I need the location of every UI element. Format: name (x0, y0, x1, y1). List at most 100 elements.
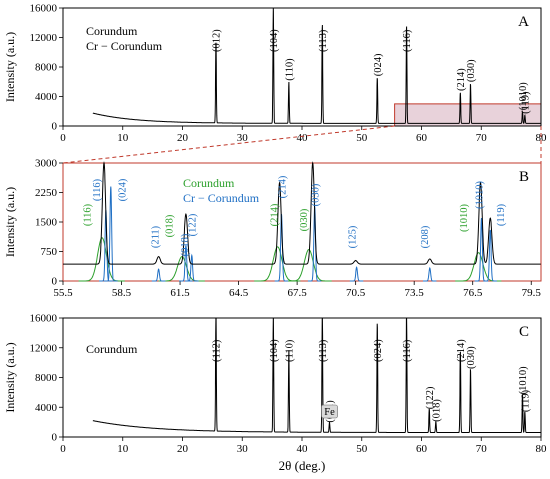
peak-label: (018) (431, 399, 442, 422)
cr-corundum-component (474, 218, 489, 282)
cr-corundum-peak-label: (122) (188, 213, 199, 236)
x-tick-label: 20 (177, 132, 189, 144)
x-tick-label: 70 (476, 443, 488, 455)
x-tick-label: 70 (476, 132, 488, 144)
peak-label: (113) (318, 29, 329, 52)
panel-letter: C (519, 324, 529, 340)
x-tick-label: 64.5 (229, 287, 249, 299)
peak-label: (104) (269, 29, 280, 52)
peak-label: (116) (402, 29, 413, 52)
peak-label: (110) (284, 58, 295, 81)
peak-label: (104) (269, 339, 280, 362)
y-tick-label: 0 (52, 121, 58, 133)
y-tick-label: 8000 (35, 372, 58, 384)
x-tick-label: 67.5 (287, 287, 307, 299)
corundum-peak-label: (214) (270, 203, 281, 226)
peak-label: (116) (402, 339, 413, 362)
y-tick-label: 2250 (35, 187, 58, 199)
cr-corundum-component (151, 268, 166, 282)
x-tick-label: 40 (297, 132, 309, 144)
cr-corundum-component (184, 253, 199, 282)
panel-a: 0 4000 8000 12000 16000 0 10 20 30 40 50 60 70 80 Inte… (3, 3, 547, 145)
x-tick-label: 80 (536, 132, 548, 144)
zoom-connectors (62, 125, 542, 164)
cr-corundum-peak-label: (030) (311, 183, 322, 206)
measured-trace (63, 161, 541, 265)
y-tick-label: 1500 (35, 217, 58, 229)
plot-frame (62, 317, 542, 438)
x-tick-label: 20 (177, 443, 189, 455)
legend-entry: Corundum (86, 24, 138, 38)
peak-label: (1010) (518, 366, 529, 394)
y-axis-label: Intensity (a.u.) (3, 342, 17, 412)
y-axis-label: Intensity (a.u.) (3, 32, 17, 102)
peak-label: (119) (520, 389, 531, 412)
x-tick-label: 58.5 (112, 287, 132, 299)
y-tick-label: 750 (41, 246, 58, 258)
y-tick-label: 0 (52, 432, 58, 444)
impurity-label: Fe (324, 407, 335, 418)
cr-corundum-peak-label: (208) (420, 225, 431, 248)
x-tick-label: 70.5 (346, 287, 366, 299)
cr-corundum-component (483, 229, 497, 282)
x-tick-label: 30 (237, 443, 249, 455)
impurity-badge (321, 404, 338, 419)
y-tick-label: 12000 (30, 32, 58, 44)
y-axis-label: Intensity (a.u.) (3, 187, 17, 257)
x-tick-label: 60 (416, 443, 428, 455)
cr-corundum-peak-label: (024) (117, 178, 128, 201)
x-tick-label: 10 (117, 132, 129, 144)
corundum-component (78, 237, 125, 282)
legend-entry: Corundum (86, 342, 138, 356)
x-tick-label: 55.5 (53, 287, 73, 299)
legend-entry: Corundum (183, 176, 235, 190)
diffraction-trace (92, 7, 541, 124)
peak-label: (012) (211, 29, 222, 52)
cr-corundum-component (349, 266, 364, 282)
cr-corundum-component (104, 186, 118, 282)
y-tick-label: 16000 (30, 3, 58, 15)
cr-corundum-peak-label: (125) (348, 225, 359, 248)
peak-label: (030) (466, 346, 477, 369)
peak-label: (119) (520, 91, 531, 114)
y-tick-label: 16000 (30, 313, 58, 325)
panel-letter: B (519, 169, 529, 185)
panel-b: 0 750 1500 2250 3000 55.5 58.5 61.5 64.5 67.5 70.5… (3, 158, 542, 299)
panel-c: 0 4000 8000 12000 16000 0 10 20 30 40 50 60 70 80 Inte… (3, 313, 547, 474)
peak-label: (112) (211, 339, 222, 362)
corundum-peak-label: (1010) (459, 204, 470, 232)
cr-corundum-peak-label: (211) (151, 225, 162, 248)
peak-label: (214) (456, 339, 467, 362)
cr-corundum-peak-label: (116) (92, 178, 103, 201)
y-tick-label: 12000 (30, 342, 58, 354)
y-tick-label: 3000 (35, 158, 58, 170)
x-tick-label: 0 (60, 132, 66, 144)
x-tick-label: 40 (297, 443, 309, 455)
corundum-peak-label: (116) (82, 203, 93, 226)
y-tick-label: 4000 (35, 91, 58, 103)
cr-corundum-peak-label: (119) (496, 203, 507, 226)
legend-entry: Cr − Corundum (183, 191, 260, 205)
peak-label: (110) (284, 339, 295, 362)
peak-label: (024) (373, 53, 384, 76)
peak-label: (113) (318, 339, 329, 362)
cr-corundum-peak-label: (018) (180, 233, 191, 256)
corundum-peak-label: (018) (164, 214, 175, 237)
corundum-component (285, 248, 332, 282)
x-tick-label: 50 (356, 443, 368, 455)
x-tick-label: 0 (60, 443, 66, 455)
x-tick-label: 50 (356, 132, 368, 144)
y-tick-label: 4000 (35, 402, 58, 414)
peak-label: (1010) (518, 82, 529, 110)
x-tick-label: 73.5 (405, 287, 425, 299)
panel-letter: A (518, 14, 529, 30)
corundum-component (455, 252, 502, 282)
legend-entry: Cr − Corundum (86, 39, 163, 53)
diffraction-trace (92, 317, 541, 434)
peak-label: (030) (466, 59, 477, 82)
cr-corundum-component (179, 245, 193, 282)
cr-corundum-peak-label: (1010) (474, 181, 485, 209)
peak-label: (122) (425, 386, 436, 409)
zoom-connector-left (62, 125, 395, 164)
